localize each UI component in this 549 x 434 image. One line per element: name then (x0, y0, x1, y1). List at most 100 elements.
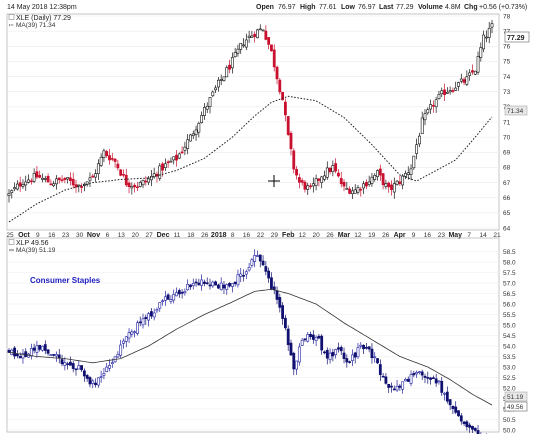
candle (15, 180, 19, 191)
candle (448, 86, 452, 95)
candle (110, 152, 114, 162)
candle (149, 308, 153, 320)
candle (219, 277, 223, 291)
candle (21, 348, 25, 364)
candle (32, 168, 36, 183)
candle (443, 392, 446, 401)
candle (7, 189, 11, 203)
candle (351, 349, 354, 366)
candle (82, 182, 86, 192)
candle (451, 405, 455, 415)
candle (420, 369, 424, 381)
low-value: 76.97 (358, 4, 376, 11)
candle (267, 37, 271, 50)
candle (320, 175, 324, 189)
candle (275, 286, 279, 305)
candle (133, 330, 137, 338)
candle (108, 148, 111, 165)
candle (38, 344, 42, 352)
candle (429, 99, 432, 114)
candle (158, 163, 162, 181)
candle (18, 176, 22, 192)
y-tick-label: 54.5 (503, 333, 516, 340)
candle (102, 367, 106, 380)
candle (24, 175, 28, 191)
candle (278, 293, 282, 313)
candle (459, 413, 463, 425)
candle (10, 189, 14, 199)
candle (203, 102, 206, 120)
candle (490, 20, 494, 34)
candle (434, 373, 438, 387)
candle (370, 343, 374, 364)
chg-value: +0.56 (+0.73%) (479, 4, 527, 11)
candle (138, 180, 142, 188)
candle (462, 420, 466, 426)
candle (356, 343, 360, 359)
candle (367, 346, 371, 353)
svg-text:49.56: 49.56 (507, 404, 524, 411)
candle (445, 386, 449, 404)
candle (155, 307, 159, 314)
volume-label: Volume (418, 4, 443, 11)
candle (219, 74, 223, 86)
y-tick-label: 66 (503, 195, 511, 202)
candle (71, 172, 75, 189)
x-tick-label: 13 (118, 232, 126, 239)
candle (337, 168, 340, 178)
x-tick-label: Dec (157, 232, 170, 239)
candle (448, 398, 452, 410)
candle (454, 81, 458, 91)
candle (418, 370, 421, 375)
candle (216, 283, 220, 290)
candle (258, 254, 262, 268)
candle (244, 269, 248, 280)
x-tick-label: Mar (338, 232, 351, 239)
candle (63, 176, 67, 184)
candle (82, 368, 86, 382)
candle (286, 325, 290, 351)
candle (392, 385, 396, 391)
candle (105, 149, 109, 159)
y-tick-label: 68 (503, 165, 511, 172)
y-tick-label: 52.0 (503, 385, 516, 392)
candle (314, 335, 318, 347)
candle (149, 170, 153, 187)
candle (214, 85, 218, 94)
y-tick-label: 76 (503, 44, 511, 51)
candle (258, 24, 262, 31)
candle (228, 282, 231, 288)
candle (186, 134, 190, 155)
candle (387, 383, 391, 393)
candle (390, 382, 393, 393)
candle (99, 153, 103, 168)
candle (102, 148, 106, 163)
bottom-grid (7, 251, 499, 431)
candle (205, 102, 209, 113)
candle (415, 370, 419, 378)
x-tick-label: 25 (6, 232, 14, 239)
y-tick-label: 52.5 (503, 375, 516, 382)
candle (191, 278, 195, 290)
xle-moving-average-line (8, 95, 493, 223)
y-tick-label: 75 (503, 59, 511, 66)
candle (60, 354, 64, 367)
y-tick-label: 50.5 (503, 417, 516, 424)
x-tick-label: 21 (493, 232, 501, 239)
candle (124, 168, 128, 188)
candle (392, 177, 396, 199)
xlp-candles (7, 249, 487, 434)
candle (398, 175, 402, 186)
x-tick-label: 23 (438, 232, 446, 239)
xle-price-badge: 77.29 (504, 31, 530, 43)
y-tick-label: 55.0 (503, 322, 516, 329)
candle (175, 150, 178, 167)
candle (141, 313, 145, 329)
candle (230, 283, 234, 293)
y-tick-label: 50.0 (503, 427, 516, 434)
candle (186, 279, 190, 291)
candle (426, 371, 430, 384)
candle (183, 141, 187, 156)
top-y-axis: 646566676869707172737475767778 (503, 13, 511, 232)
candle (247, 30, 251, 43)
